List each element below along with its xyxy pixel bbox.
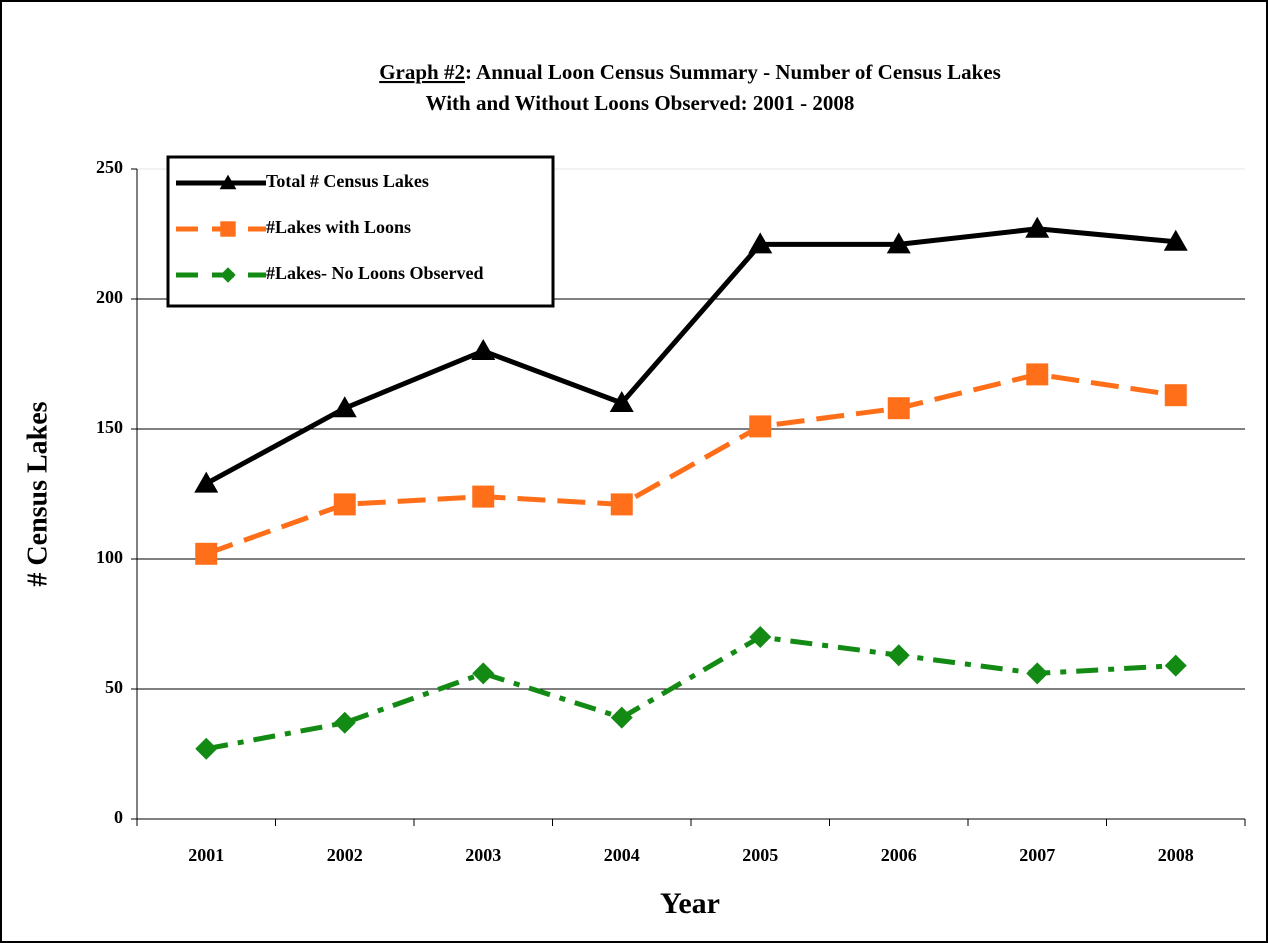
y-tick-label: 50	[105, 677, 123, 697]
series-line	[205, 634, 1176, 752]
x-tick-label: 2008	[1158, 845, 1194, 865]
marker	[1164, 654, 1187, 677]
marker	[610, 706, 633, 729]
marker	[472, 662, 495, 685]
legend-label: #Lakes with Loons	[266, 217, 411, 237]
title-line: : Annual Loon Census Summary - Number of…	[465, 60, 1001, 84]
marker	[749, 415, 772, 438]
marker	[1163, 229, 1188, 251]
marker	[887, 397, 910, 420]
marker	[749, 626, 772, 648]
marker	[332, 396, 357, 418]
marker	[333, 493, 356, 516]
x-tick-label: 2006	[881, 845, 917, 865]
x-tick-label: 2007	[1019, 845, 1055, 865]
x-tick-label: 2005	[742, 845, 778, 865]
x-tick-label: 2001	[188, 845, 224, 865]
marker	[1025, 216, 1050, 238]
chart-title: With and Without Loons Observed: 2001 - …	[426, 91, 855, 115]
title-label: Graph #2	[379, 60, 465, 84]
y-tick-label: 200	[96, 287, 123, 307]
legend-label: Total # Census Lakes	[266, 171, 429, 191]
marker	[220, 267, 236, 283]
marker	[748, 232, 773, 254]
marker	[610, 493, 633, 516]
x-tick-label: 2002	[327, 845, 363, 865]
marker	[887, 644, 910, 667]
y-tick-label: 0	[114, 807, 123, 827]
marker	[471, 339, 496, 360]
marker	[886, 232, 911, 254]
y-tick-label: 150	[96, 417, 123, 437]
x-tick-label: 2004	[604, 845, 640, 865]
series-line	[205, 371, 1177, 557]
series-line	[205, 226, 1176, 486]
legend-label: #Lakes- No Loons Observed	[266, 263, 484, 283]
marker	[609, 391, 634, 412]
marker	[219, 174, 237, 190]
x-tick-label: 2003	[465, 845, 501, 865]
marker	[195, 737, 218, 760]
chart-title: Graph #2: Annual Loon Census Summary - N…	[379, 60, 1001, 84]
marker	[472, 485, 495, 508]
marker	[333, 711, 356, 734]
y-axis-label: # Census Lakes	[22, 401, 53, 586]
x-axis-label: Year	[660, 887, 720, 920]
marker	[194, 471, 219, 493]
marker	[220, 221, 236, 237]
marker	[195, 542, 218, 565]
marker	[1164, 384, 1187, 407]
marker	[1026, 363, 1049, 386]
marker	[1026, 662, 1049, 685]
y-tick-label: 100	[96, 547, 123, 567]
y-tick-label: 250	[96, 157, 123, 177]
